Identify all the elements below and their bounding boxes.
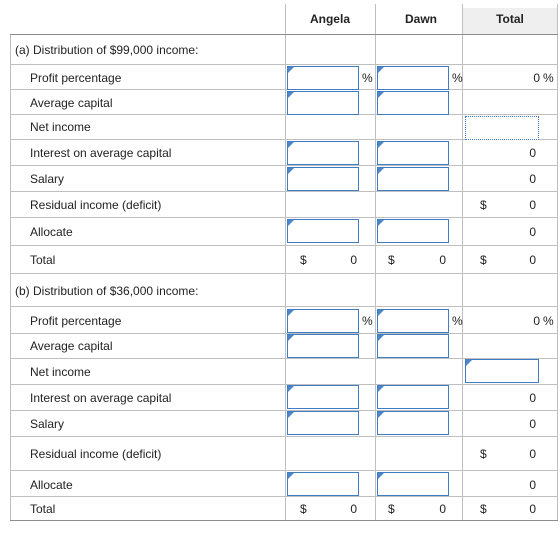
b-total-total: 0 xyxy=(529,502,536,516)
a-angela-interest-input[interactable] xyxy=(287,141,359,165)
b-average-capital-label: Average capital xyxy=(30,339,113,353)
a-total-residual: 0 xyxy=(529,198,536,212)
left-border xyxy=(10,34,11,520)
header-dawn: Dawn xyxy=(404,12,437,26)
b-total-residual: 0 xyxy=(529,447,536,461)
a-angela-allocate-input[interactable] xyxy=(287,219,359,243)
a-dawn-average-capital-input[interactable] xyxy=(377,91,449,115)
b-total-allocate: 0 xyxy=(529,478,536,492)
a-angela-total-dollar: $ xyxy=(300,253,307,267)
a-angela-salary-input[interactable] xyxy=(287,167,359,191)
a-dawn-profit-percentage-input[interactable] xyxy=(377,66,449,90)
b-residual-dollar: $ xyxy=(480,447,487,461)
a-salary-label: Salary xyxy=(30,172,65,186)
b-total-interest: 0 xyxy=(529,391,536,405)
a-angela-average-capital-input[interactable] xyxy=(287,91,359,115)
b-total-net-income-input[interactable] xyxy=(465,359,539,383)
b-total-percent-sign: % xyxy=(543,314,554,328)
b-angela-total-dollar: $ xyxy=(300,502,307,516)
a-dawn-percent-sign: % xyxy=(452,71,463,85)
col-sep-1 xyxy=(285,4,286,520)
b-total-total-dollar: $ xyxy=(480,502,487,516)
a-residual-label: Residual income (deficit) xyxy=(30,198,162,212)
b-angela-salary-input[interactable] xyxy=(287,411,359,435)
b-total-salary: 0 xyxy=(529,417,536,431)
b-angela-total: 0 xyxy=(350,502,357,516)
b-dawn-interest-input[interactable] xyxy=(377,385,449,409)
b-dawn-salary-input[interactable] xyxy=(377,411,449,435)
a-interest-label: Interest on average capital xyxy=(30,146,172,160)
b-allocate-label: Allocate xyxy=(30,478,73,492)
header-angela: Angela xyxy=(309,12,350,26)
a-allocate-label: Allocate xyxy=(30,225,73,239)
header-shade xyxy=(462,8,558,34)
b-salary-label: Salary xyxy=(30,417,65,431)
section-a-title: (a) Distribution of $99,000 income: xyxy=(15,43,199,57)
a-angela-percent-sign: % xyxy=(362,71,373,85)
b-angela-interest-input[interactable] xyxy=(287,385,359,409)
b-dawn-total: 0 xyxy=(439,502,446,516)
b-total-label: Total xyxy=(30,502,56,516)
a-total-allocate: 0 xyxy=(529,225,536,239)
a-total-total-dollar: $ xyxy=(480,253,487,267)
b-angela-average-capital-input[interactable] xyxy=(287,334,359,358)
b-net-income-label: Net income xyxy=(30,365,91,379)
a-total-interest: 0 xyxy=(529,146,536,160)
col-sep-2 xyxy=(375,4,376,520)
section-b-title: (b) Distribution of $36,000 income: xyxy=(15,284,199,298)
a-total-label: Total xyxy=(30,253,56,267)
a-residual-dollar: $ xyxy=(480,198,487,212)
b-angela-percent-sign: % xyxy=(362,314,373,328)
b-dawn-average-capital-input[interactable] xyxy=(377,334,449,358)
a-dawn-allocate-input[interactable] xyxy=(377,219,449,243)
b-dawn-allocate-input[interactable] xyxy=(377,472,449,496)
b-interest-label: Interest on average capital xyxy=(30,391,172,405)
b-residual-label: Residual income (deficit) xyxy=(30,447,162,461)
a-net-income-label: Net income xyxy=(30,120,91,134)
a-average-capital-label: Average capital xyxy=(30,96,113,110)
a-angela-profit-percentage-input[interactable] xyxy=(287,66,359,90)
b-dawn-percent-sign: % xyxy=(452,314,463,328)
b-total-profit-percentage: 0 xyxy=(533,314,540,328)
a-profit-percentage-label: Profit percentage xyxy=(30,71,122,85)
a-angela-total: 0 xyxy=(350,253,357,267)
a-dawn-total-dollar: $ xyxy=(388,253,395,267)
a-dawn-interest-input[interactable] xyxy=(377,141,449,165)
a-total-percent-sign: % xyxy=(543,71,554,85)
a-total-profit-percentage: 0 xyxy=(533,71,540,85)
a-total-total: 0 xyxy=(529,253,536,267)
col-sep-3 xyxy=(462,4,463,520)
a-dawn-total: 0 xyxy=(439,253,446,267)
b-angela-allocate-input[interactable] xyxy=(287,472,359,496)
b-dawn-profit-percentage-input[interactable] xyxy=(377,309,449,333)
col-sep-4 xyxy=(557,4,558,520)
b-angela-profit-percentage-input[interactable] xyxy=(287,309,359,333)
a-total-net-income-input[interactable] xyxy=(465,116,539,140)
header-total: Total xyxy=(496,12,524,26)
b-dawn-total-dollar: $ xyxy=(388,502,395,516)
a-dawn-salary-input[interactable] xyxy=(377,167,449,191)
b-profit-percentage-label: Profit percentage xyxy=(30,314,122,328)
a-total-salary: 0 xyxy=(529,172,536,186)
